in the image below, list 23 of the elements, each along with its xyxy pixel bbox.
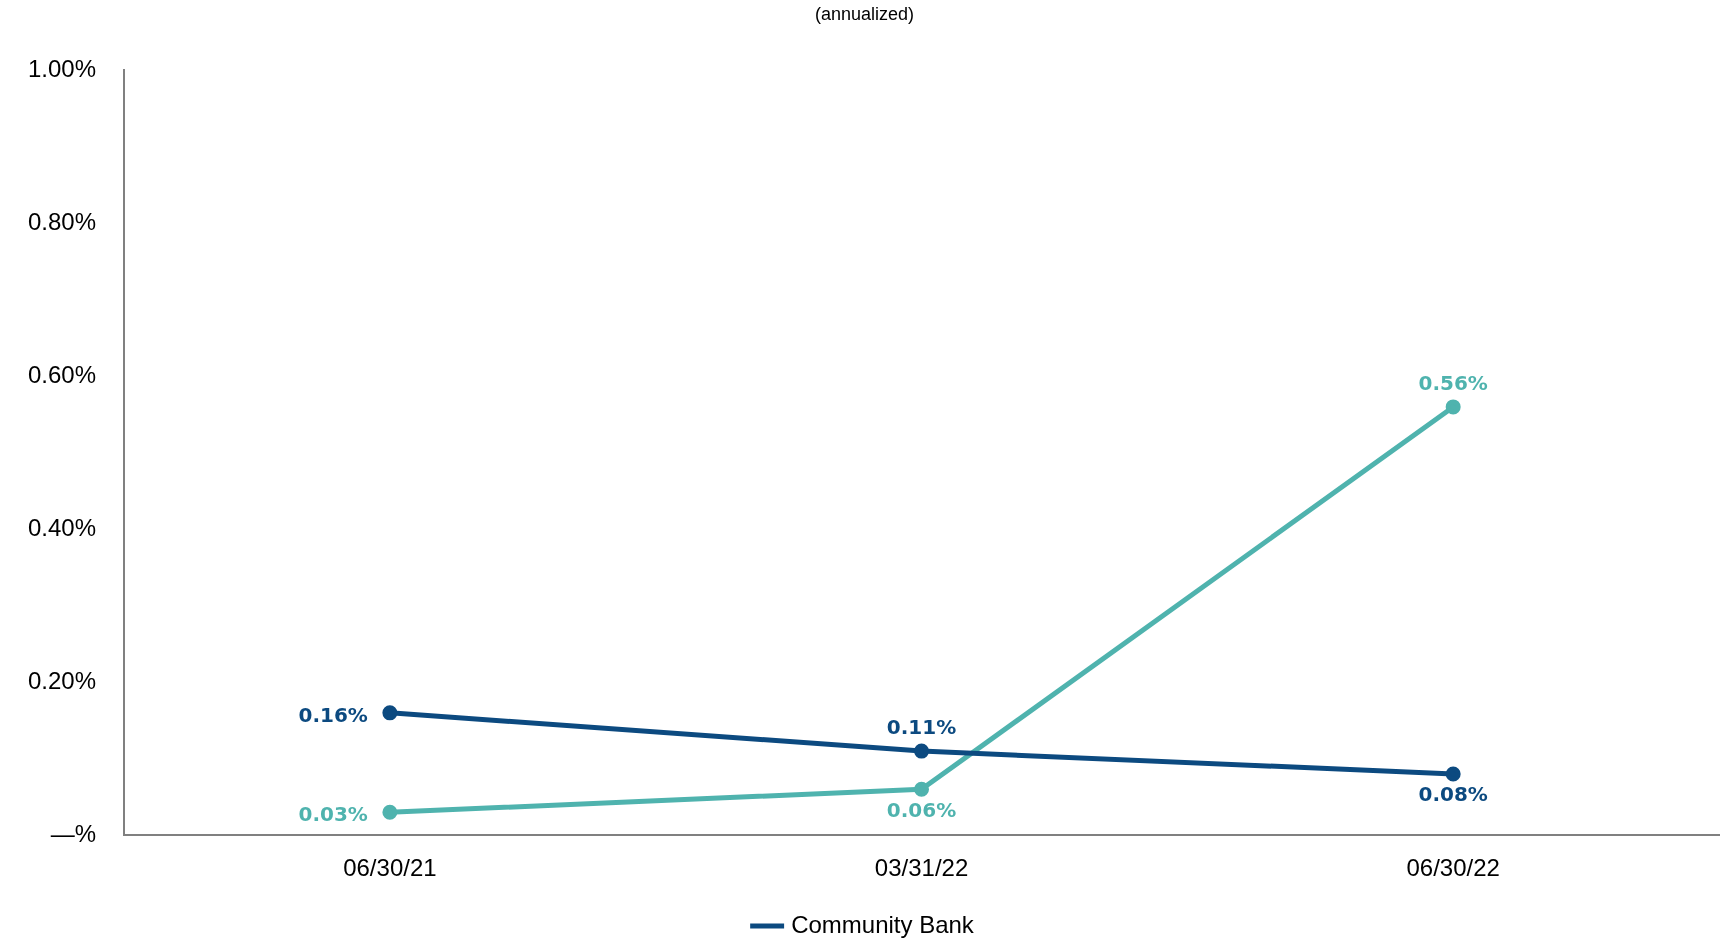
point <box>382 705 398 721</box>
point <box>1445 766 1461 782</box>
data-label: 0.16% <box>298 703 368 728</box>
point <box>1445 399 1461 415</box>
legend-label: Community Bank <box>791 910 975 938</box>
y-tick-label: 1.00% <box>27 55 97 83</box>
chart-subtitle: (annualized) <box>813 3 916 26</box>
data-label: 0.06% <box>886 797 957 822</box>
x-tick-label: 03/31/22 <box>874 854 969 882</box>
data-label: 0.08% <box>1418 782 1488 807</box>
point <box>382 804 398 820</box>
point <box>914 743 930 759</box>
data-label: 0.11% <box>886 715 957 740</box>
y-tick-label: 0.20% <box>27 666 97 694</box>
x-tick-label: 06/30/22 <box>1406 854 1500 882</box>
y-tick-label: 0.80% <box>27 207 97 235</box>
x-tick-label: 06/30/21 <box>343 854 437 882</box>
y-tick-label: 0.60% <box>27 360 97 388</box>
data-label: 0.03% <box>298 802 368 827</box>
data-label: 0.56% <box>1418 371 1488 396</box>
y-tick-label: 0.40% <box>27 513 97 541</box>
point <box>914 781 930 797</box>
y-tick-label: —% <box>50 819 97 847</box>
